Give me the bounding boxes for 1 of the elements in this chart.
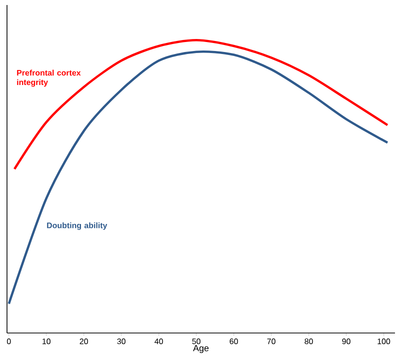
x-axis-title: Age bbox=[193, 345, 209, 354]
